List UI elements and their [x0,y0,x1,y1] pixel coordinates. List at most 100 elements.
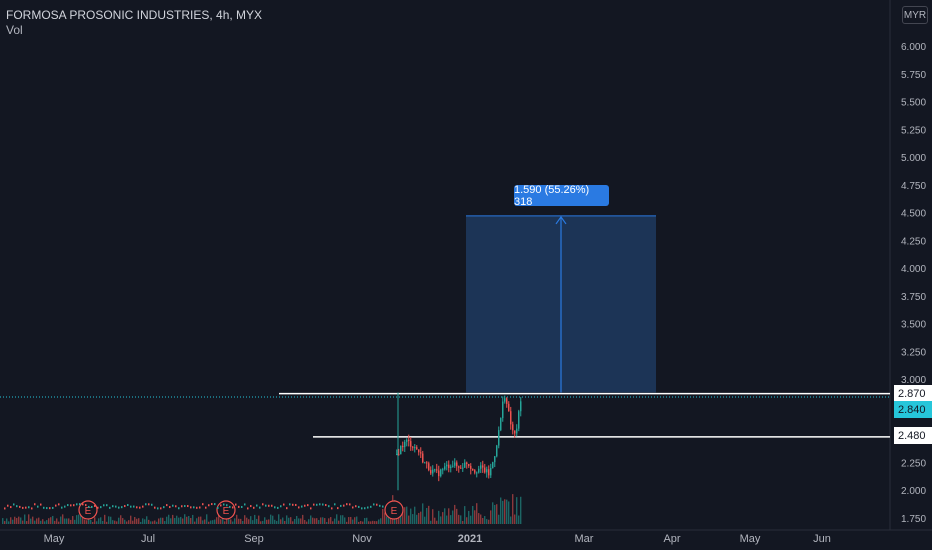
candle [193,506,195,509]
volume-bar [142,518,144,524]
volume-bar [318,520,320,524]
y-tick-label: 1.750 [901,514,926,525]
volume-bar [176,515,178,524]
volume-bar [164,521,166,524]
candle [235,503,237,506]
volume-bar [420,511,422,524]
volume-bar [366,517,368,524]
candle [484,467,486,473]
volume-bar [14,516,16,524]
candle [516,428,518,434]
earnings-marker-label: E [391,506,398,517]
candle [43,506,45,509]
candle [88,505,90,508]
volume-bar [382,508,384,524]
volume-bar [350,516,352,524]
volume-bar [506,499,508,524]
candle [247,507,249,510]
candle [79,503,81,506]
volume-bar [302,514,304,524]
volume-bar [112,520,114,524]
volume-bar [72,516,74,524]
volume-bar [454,504,456,524]
candle [355,505,357,508]
y-tick-label: 3.000 [901,375,926,386]
volume-bar [450,515,452,524]
volume-bar [18,516,20,524]
volume-bar [240,518,242,524]
candle [232,506,234,509]
volume-bar [276,520,278,524]
volume-bar [206,514,208,524]
candle [358,505,360,508]
candle [220,504,222,507]
candle [31,507,33,510]
candle [482,465,484,468]
volume-bar [296,515,298,524]
volume-bar [340,515,342,524]
volume-legend[interactable]: Vol [6,23,23,37]
volume-bar [204,519,206,524]
candle [133,505,135,508]
earnings-marker-label: E [85,506,92,517]
volume-bar [82,517,84,524]
volume-bar [468,510,470,524]
volume-bar [86,520,88,524]
symbol-title[interactable]: FORMOSA PROSONIC INDUSTRIES, 4h, MYX [6,8,263,22]
volume-bar [170,518,172,524]
candle [367,506,369,509]
volume-bar [88,516,90,524]
candle [434,469,436,471]
volume-bar [246,517,248,524]
candle [112,505,114,508]
candle [169,506,171,509]
candle [280,505,282,508]
candle [458,466,460,468]
y-tick-label: 3.500 [901,320,926,331]
volume-bar [474,510,476,524]
volume-bar [232,521,234,524]
volume-bar [310,515,312,524]
volume-bar [472,505,474,524]
x-tick-label: 2021 [458,533,482,545]
volume-bar [434,517,436,524]
currency-button[interactable]: MYR [902,6,928,24]
candle [196,506,198,509]
volume-bar [416,514,418,524]
candle [488,469,490,476]
volume-bar [20,517,22,524]
candle [430,470,432,474]
volume-bar [446,515,448,524]
volume-bar [456,508,458,524]
y-tick-label: 5.500 [901,98,926,109]
candle [508,403,510,412]
candle [46,507,48,510]
y-tick-label: 5.750 [901,70,926,81]
candle [414,447,416,449]
candle [40,503,42,506]
volume-bar [290,517,292,524]
y-tick-label: 2.000 [901,486,926,497]
volume-bar [90,519,92,524]
y-tick-label: 4.000 [901,264,926,275]
candle [432,469,434,474]
candle [175,505,177,508]
candle [157,507,159,510]
candle [16,505,18,508]
candle [55,504,57,507]
candle [217,506,219,509]
volume-bar [174,518,176,524]
candle [464,462,466,468]
volume-bar [360,521,362,524]
volume-bar [134,517,136,524]
candle [424,462,426,464]
candle [349,503,351,506]
candle [199,506,201,509]
volume-bar [64,518,66,524]
candle [436,469,438,471]
candle [438,470,440,477]
volume-bar [194,521,196,524]
volume-bar [354,517,356,524]
volume-bar [214,519,216,524]
